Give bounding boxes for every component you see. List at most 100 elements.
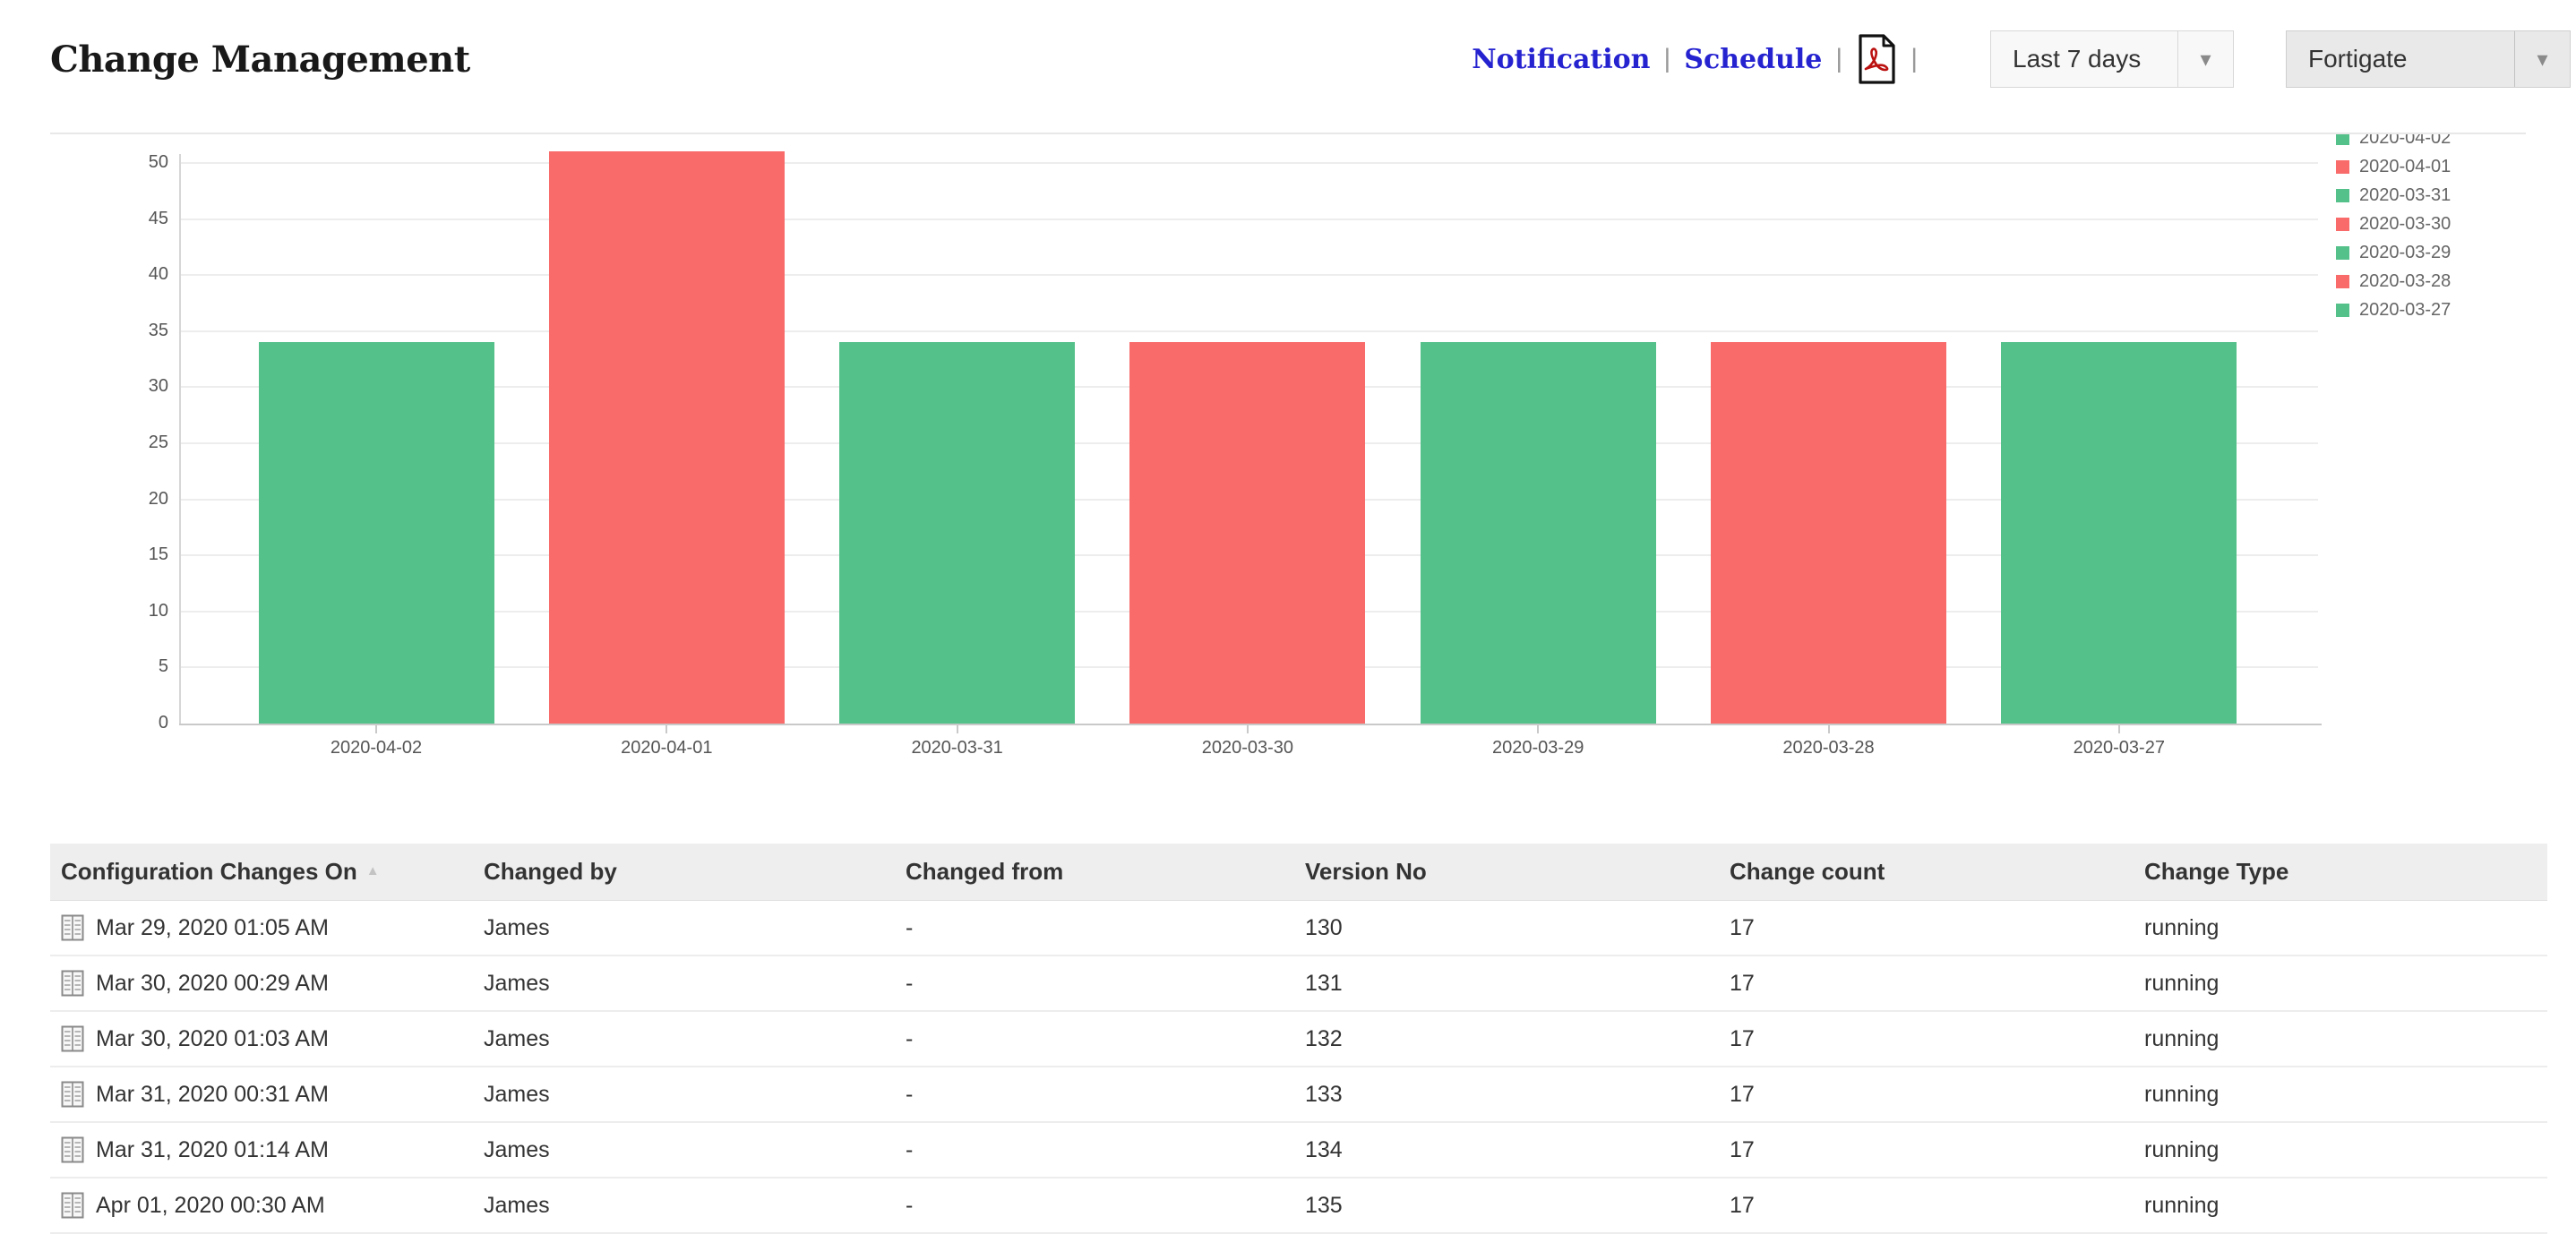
cell-text-version_no: 131 [1305,970,1343,996]
config-version-icon[interactable] [61,914,84,941]
x-axis-line [179,724,2322,725]
x-axis-tick-label: 2020-04-02 [330,738,423,758]
legend-item[interactable]: 2020-03-30 [2336,210,2526,238]
cell-version_no: 135 [1294,1193,1719,1219]
legend-swatch [2336,245,2349,260]
legend-label: 2020-03-30 [2359,213,2451,234]
cell-text-changed_from: - [906,914,914,940]
legend-item[interactable]: 2020-03-27 [2336,296,2526,324]
column-header-changed-from[interactable]: Changed from [906,858,1064,885]
cell-changed_from: - [895,1137,1294,1163]
legend-label: 2020-04-01 [2359,156,2451,176]
cell-text-version_no: 132 [1305,1025,1343,1051]
chart-bar[interactable] [1420,342,1656,724]
legend-item[interactable]: 2020-03-28 [2336,267,2526,296]
config-version-icon[interactable] [61,1025,84,1052]
sort-asc-icon[interactable]: ▲ [365,863,380,878]
legend-swatch [2336,303,2349,317]
cell-date: Mar 30, 2020 01:03 AM [50,1025,473,1052]
cell-version_no: 134 [1294,1137,1719,1163]
separator: | [1911,44,1918,73]
table-row: Mar 31, 2020 00:31 AM James - 133 17 running [50,1067,2547,1123]
notification-link[interactable]: Notification [1472,43,1651,75]
config-version-icon[interactable] [61,1192,84,1219]
cell-version_no: 132 [1294,1026,1719,1052]
legend-item[interactable]: 2020-04-01 [2336,152,2526,181]
header-actions: Notification | Schedule | | Last 7 days … [1472,30,2571,88]
legend-swatch [2336,217,2349,231]
chart-bar[interactable] [1711,342,1946,724]
column-header-changed-by[interactable]: Changed by [484,858,617,885]
cell-change_count: 17 [1719,971,2134,997]
cell-text-changed_from: - [906,1192,914,1218]
cell-changed_by: James [473,1137,895,1163]
cell-change_count: 17 [1719,1082,2134,1108]
y-axis-tick-label: 25 [148,433,168,452]
y-axis-tick-label: 45 [148,208,168,228]
table-row: Mar 29, 2020 01:05 AM James - 130 17 running [50,901,2547,956]
cell-version_no: 131 [1294,971,1719,997]
chart-legend: 2020-04-02 2020-04-01 2020-03-31 2020-03-30… [2336,134,2526,324]
y-axis-tick-label: 35 [148,320,168,340]
column-header-change-type[interactable]: Change Type [2144,858,2289,885]
legend-item[interactable]: 2020-03-31 [2336,181,2526,210]
config-version-icon[interactable] [61,970,84,997]
y-axis-tick-label: 15 [148,544,168,565]
config-version-icon[interactable] [61,1081,84,1108]
legend-label: 2020-03-29 [2359,242,2451,262]
cell-text-changed_from: - [906,1136,914,1162]
y-axis-tick-label: 20 [148,488,168,509]
chart-bar[interactable] [2001,342,2237,724]
column-header-configuration-changes-on[interactable]: Configuration Changes On ▲ [61,858,380,885]
device-dropdown[interactable]: Fortigate ▾ [2286,30,2571,88]
chevron-down-icon[interactable]: ▾ [2514,31,2570,87]
pdf-export-icon[interactable] [1856,33,1897,85]
cell-text-date: Mar 30, 2020 00:29 AM [96,970,329,996]
chart-bar[interactable] [839,342,1076,724]
x-axis-tick-label: 2020-03-30 [1201,738,1294,758]
chart-bar[interactable] [548,151,785,724]
cell-text-changed_from: - [906,970,914,996]
y-axis-tick-label: 30 [148,376,168,397]
page-header: Change Management Notification | Schedul… [50,14,2571,104]
cell-changed_by: James [473,915,895,941]
period-dropdown-value: Last 7 days [2013,45,2142,73]
period-dropdown[interactable]: Last 7 days ▾ [1990,30,2234,88]
column-header-change-count[interactable]: Change count [1730,858,1885,885]
cell-text-version_no: 133 [1305,1081,1343,1107]
y-axis-tick-label: 0 [158,713,168,733]
legend-item[interactable]: 2020-03-29 [2336,238,2526,267]
chevron-down-icon[interactable]: ▾ [2177,31,2233,87]
config-version-icon[interactable] [61,1136,84,1163]
cell-text-change_count: 17 [1730,1081,1755,1107]
legend-swatch [2336,159,2349,174]
legend-item[interactable]: 2020-04-02 [2336,134,2526,152]
schedule-link[interactable]: Schedule [1684,43,1823,75]
column-header-version-no[interactable]: Version No [1305,858,1427,885]
legend-label: 2020-03-28 [2359,270,2451,291]
table-row: Apr 01, 2020 00:30 AM James - 135 17 running [50,1178,2547,1234]
cell-changed_from: - [895,1026,1294,1052]
cell-changed_from: - [895,915,1294,941]
cell-text-change_type: running [2144,1081,2220,1107]
chart-bar[interactable] [258,342,494,724]
x-axis-tick [956,725,958,733]
cell-text-change_type: running [2144,914,2220,940]
cell-date: Mar 31, 2020 00:31 AM [50,1081,473,1108]
cell-text-version_no: 134 [1305,1136,1343,1162]
chart-bar[interactable] [1129,342,1366,724]
cell-text-changed_from: - [906,1025,914,1051]
gridline [181,330,2318,332]
separator: | [1835,44,1843,73]
cell-text-change_type: running [2144,1136,2220,1162]
cell-date: Apr 01, 2020 00:30 AM [50,1192,473,1219]
cell-text-changed_by: James [484,970,550,996]
x-axis-tick [1827,725,1830,733]
cell-text-change_count: 17 [1730,1025,1755,1051]
x-axis-tick-label: 2020-03-31 [911,738,1003,758]
cell-change_type: running [2134,1026,2547,1052]
cell-text-changed_by: James [484,1192,550,1218]
cell-changed_by: James [473,1193,895,1219]
x-axis-tick [665,725,668,733]
gridline [181,274,2318,277]
